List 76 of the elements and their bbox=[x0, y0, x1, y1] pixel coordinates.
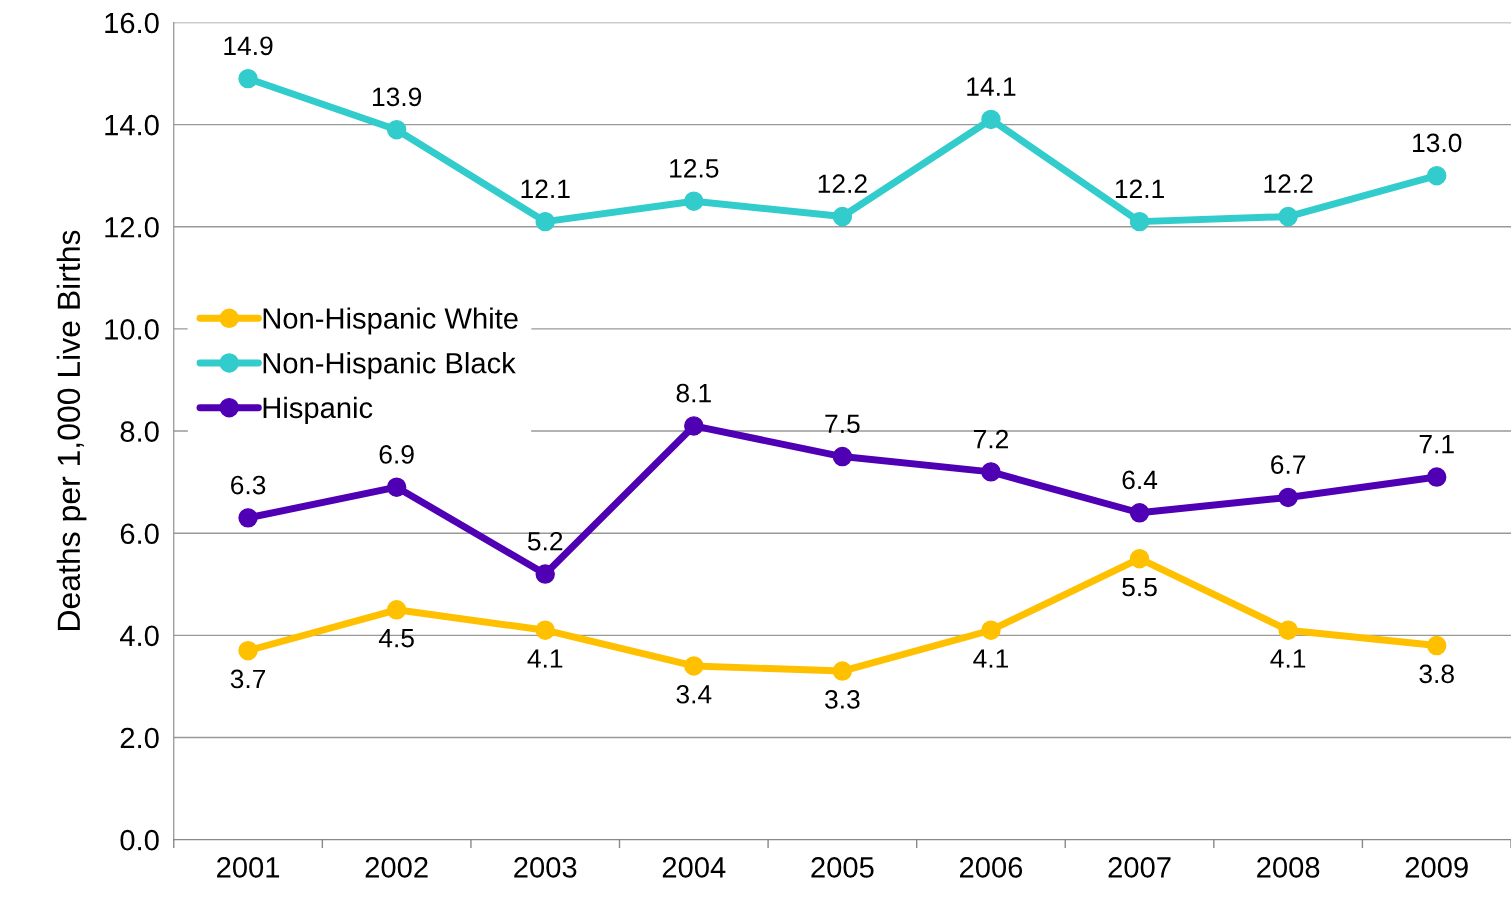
point bbox=[1426, 467, 1447, 487]
data-label: 12.5 bbox=[670, 159, 719, 178]
legend-label: Hispanic bbox=[263, 396, 373, 424]
data-label: 4.5 bbox=[378, 629, 414, 648]
x-tick-label: 2001 bbox=[217, 857, 280, 878]
data-label: 4.1 bbox=[527, 649, 563, 668]
data-label: 12.2 bbox=[818, 174, 867, 193]
point bbox=[832, 446, 853, 467]
data-label: 5.5 bbox=[1122, 577, 1157, 597]
point bbox=[1426, 165, 1447, 186]
point bbox=[1129, 549, 1150, 569]
data-label: 7.5 bbox=[825, 414, 860, 434]
x-tick-label: 2009 bbox=[1405, 857, 1468, 878]
data-label: 12.1 bbox=[521, 179, 570, 198]
data-label: 6.7 bbox=[1271, 455, 1306, 474]
point bbox=[386, 477, 407, 497]
point bbox=[1426, 635, 1447, 656]
data-label: 5.2 bbox=[527, 531, 563, 551]
point bbox=[1129, 503, 1150, 523]
data-label: 3.7 bbox=[230, 669, 266, 689]
y-tick-label: 4.0 bbox=[120, 625, 159, 647]
point bbox=[238, 68, 258, 89]
data-label: 3.4 bbox=[676, 684, 712, 704]
point bbox=[981, 620, 1001, 640]
x-tick-label: 2008 bbox=[1257, 857, 1320, 878]
y-tick-label: 14.0 bbox=[105, 114, 159, 136]
y-tick-label: 2.0 bbox=[120, 727, 159, 749]
y-tick-label: 8.0 bbox=[120, 421, 159, 442]
x-tick-label: 2007 bbox=[1108, 857, 1171, 878]
point bbox=[535, 211, 555, 232]
point bbox=[1278, 487, 1298, 508]
x-tick-label: 2004 bbox=[662, 857, 726, 878]
point bbox=[386, 119, 407, 140]
y-tick-label: 0.0 bbox=[120, 829, 159, 851]
x-tick-label: 2002 bbox=[365, 857, 428, 878]
data-label: 6.9 bbox=[379, 445, 414, 464]
point bbox=[981, 462, 1001, 482]
point bbox=[1278, 620, 1298, 640]
point bbox=[535, 620, 555, 640]
x-tick-label: 2003 bbox=[514, 857, 577, 878]
point bbox=[1278, 206, 1298, 227]
data-label: 3.3 bbox=[825, 690, 860, 709]
data-label: 14.1 bbox=[967, 77, 1016, 96]
data-label: 8.1 bbox=[676, 383, 711, 403]
point bbox=[238, 640, 258, 661]
data-label: 6.4 bbox=[1122, 470, 1158, 490]
y-tick-label: 12.0 bbox=[105, 216, 159, 238]
point bbox=[386, 600, 407, 620]
data-label: 4.1 bbox=[973, 649, 1009, 668]
legend-label: Non-Hispanic White bbox=[263, 307, 518, 335]
point bbox=[1129, 211, 1150, 232]
legend-label: Non-Hispanic Black bbox=[263, 352, 516, 380]
data-label: 7.2 bbox=[973, 429, 1008, 449]
point bbox=[684, 656, 704, 676]
point bbox=[832, 661, 853, 681]
point bbox=[238, 508, 258, 528]
data-label: 12.1 bbox=[1115, 179, 1164, 198]
y-tick-label: 16.0 bbox=[105, 12, 159, 34]
data-label: 7.1 bbox=[1419, 435, 1454, 454]
data-label: 3.8 bbox=[1419, 664, 1454, 684]
data-label: 13.0 bbox=[1413, 133, 1462, 153]
data-label: 14.9 bbox=[224, 36, 273, 56]
y-tick-label: 10.0 bbox=[105, 319, 159, 340]
point bbox=[832, 206, 853, 227]
data-label: 6.3 bbox=[231, 475, 266, 495]
data-label: 12.2 bbox=[1264, 174, 1313, 193]
y-axis-title: Deaths per 1,000 Live Births bbox=[56, 230, 87, 630]
y-tick-label: 6.0 bbox=[120, 523, 159, 545]
point bbox=[535, 564, 555, 584]
point bbox=[981, 109, 1001, 130]
point bbox=[684, 191, 704, 211]
point bbox=[684, 416, 704, 436]
data-label: 4.1 bbox=[1270, 649, 1306, 668]
x-tick-label: 2005 bbox=[811, 857, 874, 878]
data-label: 13.9 bbox=[372, 87, 422, 107]
x-tick-label: 2006 bbox=[959, 857, 1023, 878]
